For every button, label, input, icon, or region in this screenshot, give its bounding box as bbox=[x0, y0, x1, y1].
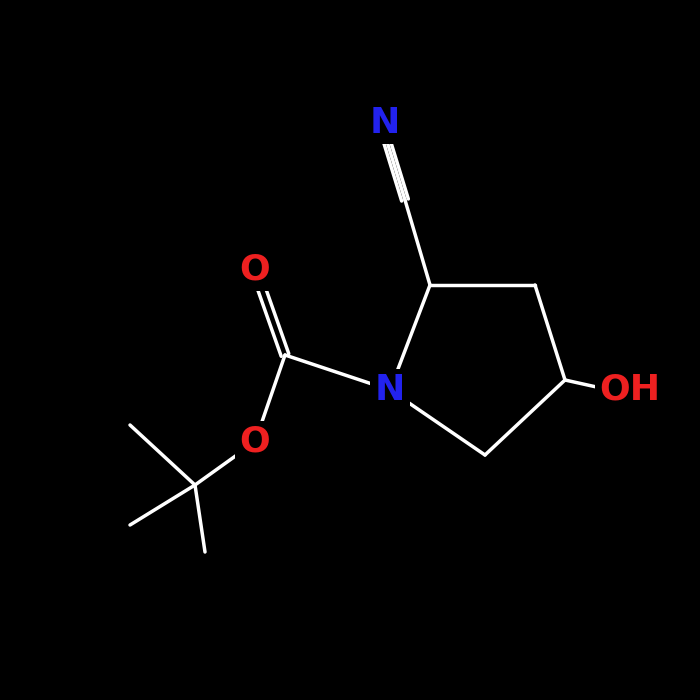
Text: N: N bbox=[374, 373, 405, 407]
Text: N: N bbox=[370, 106, 400, 140]
Text: OH: OH bbox=[599, 373, 661, 407]
Text: O: O bbox=[239, 425, 270, 459]
Text: O: O bbox=[239, 253, 270, 287]
